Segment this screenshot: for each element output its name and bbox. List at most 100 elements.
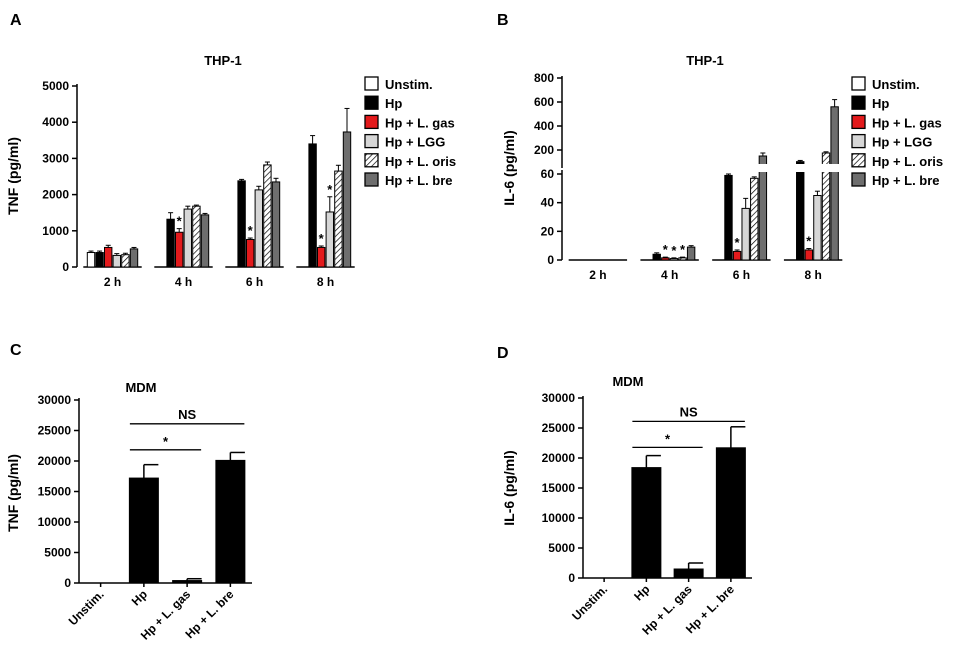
bar-hp-6-h xyxy=(724,174,733,261)
significance-star: * xyxy=(248,223,254,238)
y-tick-label-25000: 25000 xyxy=(542,421,576,435)
legend-label-hp-l-gas: Hp + L. gas xyxy=(385,115,455,130)
bar-hp-4-h xyxy=(652,253,661,261)
significance-star: * xyxy=(663,242,669,257)
legend-swatch-hp-l-gas xyxy=(364,114,379,130)
y-tick-label-4000: 4000 xyxy=(42,115,69,129)
legend-label-hp: Hp xyxy=(385,96,402,111)
x-tick-label-unstim: Unstim. xyxy=(66,587,107,628)
x-tick-label-4-h: 4 h xyxy=(661,268,678,282)
x-tick-label-unstim: Unstim. xyxy=(569,582,610,623)
legend-label-hp-lgg: Hp + LGG xyxy=(872,135,932,150)
panel-d-mdm-il6-chart: MDM IL-6 (pg/ml) 0 5000 10000 15000 20000 250… xyxy=(501,374,752,638)
bar-hp-l-oris-6-h xyxy=(750,177,759,261)
bar-hp-l-gas xyxy=(673,568,704,579)
legend-label-hp: Hp xyxy=(872,96,889,111)
star-annotation: * xyxy=(163,434,169,449)
y-tick-label-800: 800 xyxy=(534,71,554,85)
bar-hp-l-gas-2-h xyxy=(104,246,113,268)
bar-hp-2-h xyxy=(95,252,104,268)
legend-label-hp-l-gas: Hp + L. gas xyxy=(872,115,942,130)
panel-b-title: THP-1 xyxy=(686,53,724,68)
legend-swatch-hp-l-bre xyxy=(851,172,866,187)
significance-star: * xyxy=(327,182,333,197)
y-tick-label-10000: 10000 xyxy=(542,511,576,525)
y-tick-label-30000: 30000 xyxy=(542,391,576,405)
y-tick-label-5000: 5000 xyxy=(548,541,575,555)
axis-break-gap xyxy=(758,164,768,172)
axis-break-gap xyxy=(795,164,805,172)
panel-b-thp1-il6-chart: THP-1 IL-6 (pg/ml) 0 20 40 60 200 400 600 800 2 … xyxy=(501,53,943,282)
bar-hp-l-oris-6-h xyxy=(263,164,272,268)
legend-label-hp-l-oris: Hp + L. oris xyxy=(872,154,943,169)
ns-annotation: NS xyxy=(680,404,698,419)
bar-hp-8-h xyxy=(796,161,805,261)
y-tick-label-60: 60 xyxy=(541,167,555,181)
legend-swatch-hp-l-bre xyxy=(364,172,379,187)
legend-swatch-unstim xyxy=(851,76,866,91)
panel-c-mdm-tnf-chart: MDM TNF (pg/ml) 0 5000 10000 15000 20000 2500… xyxy=(5,380,252,643)
significance-star: * xyxy=(680,242,686,257)
legend-swatch-hp xyxy=(364,95,379,110)
legend-label-hp-l-oris: Hp + L. oris xyxy=(385,154,456,169)
bar-hp-4-h xyxy=(166,218,175,268)
panel-a-ylabel: TNF (pg/ml) xyxy=(5,137,21,215)
panel-d-title: MDM xyxy=(612,374,643,389)
bar-hp-l-bre-4-h xyxy=(200,214,210,268)
panel-letter-a: A xyxy=(10,12,22,29)
bar-hp-l-bre xyxy=(715,447,746,579)
y-tick-label-0: 0 xyxy=(568,571,575,585)
legend-swatch-hp-l-oris xyxy=(364,153,379,168)
bar-hp-l-oris-4-h xyxy=(678,257,687,261)
y-tick-label-20: 20 xyxy=(541,224,555,238)
y-tick-label-2000: 2000 xyxy=(42,188,69,202)
panel-b-legend: Unstim. Hp Hp + L. gas Hp + LGG Hp + L. oris… xyxy=(851,76,943,188)
panel-a-plot: 0 1000 2000 3000 4000 5000 2 h 4 h * 6 h * 8 h * * xyxy=(42,79,355,289)
legend-swatch-unstim xyxy=(364,76,379,91)
significance-star: * xyxy=(319,231,325,246)
bar-hp-lgg-8-h xyxy=(813,195,822,261)
y-tick-label-3000: 3000 xyxy=(42,151,69,165)
legend-label-hp-l-bre: Hp + L. bre xyxy=(872,173,940,188)
legend-swatch-hp xyxy=(851,95,866,110)
y-tick-label-400: 400 xyxy=(534,119,554,133)
y-tick-label-30000: 30000 xyxy=(38,393,72,407)
bar-hp-l-bre-6-h xyxy=(271,181,281,268)
bar-hp-6-h xyxy=(237,180,246,268)
bar-hp-l-gas-6-h xyxy=(246,238,255,268)
panel-a-title: THP-1 xyxy=(204,53,242,68)
bar-hp xyxy=(128,477,159,584)
x-tick-label-6-h: 6 h xyxy=(733,268,750,282)
legend-swatch-hp-lgg xyxy=(364,133,379,149)
x-tick-label-hp: Hp xyxy=(129,587,150,608)
significance-star: * xyxy=(177,214,183,229)
bar-hp-l-oris-2-h xyxy=(121,254,130,268)
panel-c-title: MDM xyxy=(125,380,156,395)
y-tick-label-0: 0 xyxy=(547,253,554,267)
legend-label-hp-l-bre: Hp + L. bre xyxy=(385,173,453,188)
x-tick-label-8-h: 8 h xyxy=(804,268,821,282)
y-tick-label-10000: 10000 xyxy=(38,515,72,529)
legend-swatch-hp-lgg xyxy=(851,133,866,149)
y-tick-label-20000: 20000 xyxy=(542,451,576,465)
bar-hp-l-bre-4-h xyxy=(686,246,696,261)
x-tick-label-hp: Hp xyxy=(631,582,652,603)
legend-swatch-hp-l-oris xyxy=(851,153,866,168)
bar-unstim-2-h xyxy=(86,252,96,268)
bar-hp-lgg-6-h xyxy=(254,189,264,268)
legend-label-unstim: Unstim. xyxy=(872,77,920,92)
bar-hp-8-h xyxy=(308,143,317,268)
y-tick-label-40: 40 xyxy=(541,196,555,210)
bar-hp-l-gas-6-h xyxy=(732,250,742,261)
x-tick-label-8-h: 8 h xyxy=(317,275,334,289)
y-tick-label-20000: 20000 xyxy=(38,454,72,468)
y-tick-label-25000: 25000 xyxy=(38,424,72,438)
legend-label-hp-lgg: Hp + LGG xyxy=(385,135,445,150)
significance-star: * xyxy=(671,243,677,258)
bar-hp-lgg-2-h xyxy=(112,254,121,268)
x-tick-label-6-h: 6 h xyxy=(246,275,263,289)
